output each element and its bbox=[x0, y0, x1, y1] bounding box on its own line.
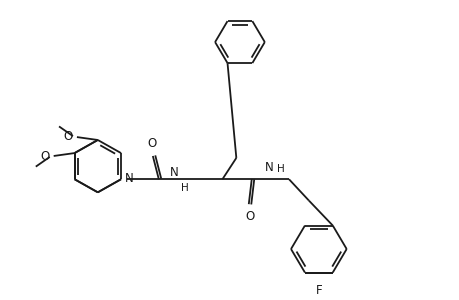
Text: O: O bbox=[147, 137, 156, 150]
Text: N: N bbox=[125, 172, 134, 185]
Text: N: N bbox=[170, 166, 179, 179]
Text: O: O bbox=[63, 130, 73, 142]
Text: H: H bbox=[276, 164, 284, 174]
Text: F: F bbox=[315, 284, 321, 297]
Text: H: H bbox=[180, 183, 188, 193]
Text: O: O bbox=[40, 150, 50, 164]
Text: O: O bbox=[245, 210, 254, 223]
Text: N: N bbox=[265, 161, 274, 174]
